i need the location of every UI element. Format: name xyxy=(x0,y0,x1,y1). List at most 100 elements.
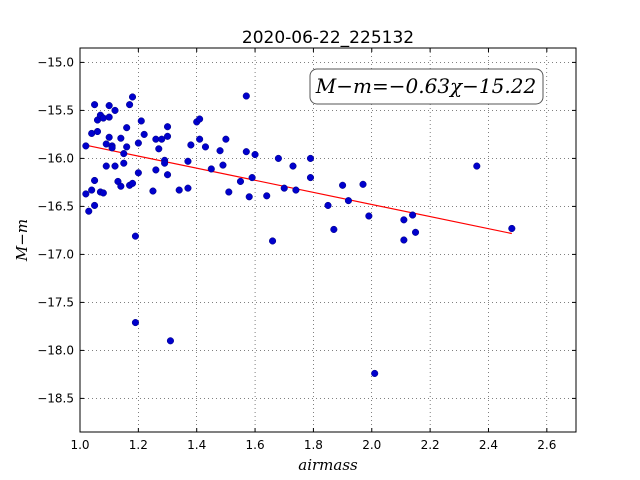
data-point xyxy=(161,159,169,167)
x-tick-label: 2.4 xyxy=(479,438,498,452)
data-point xyxy=(269,237,277,245)
data-point xyxy=(158,135,166,143)
x-tick-label: 1.6 xyxy=(246,438,265,452)
y-tick-label: −15.0 xyxy=(37,55,74,69)
data-point xyxy=(409,211,417,219)
y-tick-label: −16.0 xyxy=(37,151,74,165)
data-point xyxy=(91,176,99,185)
y-tick-label: −17.5 xyxy=(37,295,74,309)
data-point xyxy=(411,228,420,236)
data-point xyxy=(242,92,250,100)
y-tick-label: −18.0 xyxy=(37,343,74,357)
data-point xyxy=(184,157,192,165)
data-point xyxy=(359,180,367,188)
data-point xyxy=(140,130,148,138)
axis-ticks: 1.0 1.2 1.4 1.6 1.8 2.0 2.2 2.4 2.6 −15.0 −15.5 −16… xyxy=(37,48,576,452)
data-point xyxy=(105,102,113,110)
data-point xyxy=(82,190,90,198)
x-axis-label: airmass xyxy=(298,456,358,474)
y-tick-label: −16.5 xyxy=(37,199,74,213)
data-point xyxy=(93,127,102,136)
data-point xyxy=(108,144,116,152)
data-point xyxy=(306,154,315,162)
data-point xyxy=(85,207,93,215)
data-point xyxy=(207,165,215,173)
data-point xyxy=(128,93,137,101)
data-point xyxy=(400,236,408,244)
equation-box: M−m=−0.63χ−15.22 xyxy=(309,68,544,105)
data-point xyxy=(508,224,516,233)
data-point xyxy=(242,148,250,156)
data-point xyxy=(236,177,245,185)
data-point xyxy=(111,162,119,170)
data-point xyxy=(131,319,139,327)
data-point xyxy=(99,189,107,197)
y-tick-label: −18.5 xyxy=(37,391,74,405)
data-points xyxy=(82,92,516,377)
data-point xyxy=(131,232,139,240)
data-point xyxy=(126,101,134,109)
data-point xyxy=(134,139,142,147)
data-point xyxy=(123,124,131,132)
data-point xyxy=(216,147,224,155)
data-point xyxy=(222,135,230,143)
data-point xyxy=(155,145,163,153)
data-point xyxy=(175,186,183,194)
data-point xyxy=(371,369,379,377)
data-point xyxy=(289,162,297,170)
data-point xyxy=(120,159,128,167)
x-tick-label: 1.8 xyxy=(304,438,323,452)
data-point xyxy=(245,193,253,201)
data-point xyxy=(201,143,210,151)
data-point xyxy=(473,162,481,170)
data-point xyxy=(134,169,142,177)
plot-frame xyxy=(79,47,577,433)
data-point xyxy=(280,184,288,192)
data-point xyxy=(128,179,137,187)
data-point xyxy=(187,141,195,149)
equation-box-frame xyxy=(309,68,544,105)
data-point xyxy=(225,188,233,196)
data-point xyxy=(306,174,315,182)
data-point xyxy=(400,216,408,224)
data-point xyxy=(330,225,338,233)
data-point xyxy=(117,134,125,142)
data-point xyxy=(88,186,96,194)
data-point xyxy=(102,162,110,170)
data-point xyxy=(196,135,204,143)
data-point xyxy=(344,197,352,205)
data-point xyxy=(152,166,160,174)
data-point xyxy=(137,117,145,125)
x-tick-label: 2.6 xyxy=(537,438,556,452)
data-point xyxy=(123,143,131,151)
data-point xyxy=(163,132,172,140)
data-point xyxy=(263,192,271,200)
x-tick-label: 2.2 xyxy=(421,438,440,452)
data-point xyxy=(292,186,300,194)
data-point xyxy=(274,154,282,162)
y-tick-label: −17.0 xyxy=(37,247,74,261)
y-tick-label: −15.5 xyxy=(37,103,74,117)
data-point xyxy=(196,115,204,123)
data-point xyxy=(117,182,125,190)
data-point xyxy=(365,212,373,220)
x-tick-label: 1.4 xyxy=(187,438,206,452)
data-point xyxy=(91,101,99,109)
x-tick-label: 1.0 xyxy=(70,438,89,452)
data-point xyxy=(248,174,256,182)
data-point xyxy=(120,150,128,158)
data-point xyxy=(166,337,174,345)
data-point xyxy=(251,151,259,159)
data-point xyxy=(163,123,172,131)
x-tick-label: 1.2 xyxy=(129,438,148,452)
y-axis-label: M−m xyxy=(13,219,31,262)
data-point xyxy=(91,201,99,209)
data-point xyxy=(105,113,113,121)
data-point xyxy=(184,184,192,192)
data-point xyxy=(219,161,227,169)
data-point xyxy=(324,201,332,209)
data-point xyxy=(105,133,113,141)
chart-title: 2020-06-22_225132 xyxy=(242,28,414,48)
data-point xyxy=(149,187,157,195)
